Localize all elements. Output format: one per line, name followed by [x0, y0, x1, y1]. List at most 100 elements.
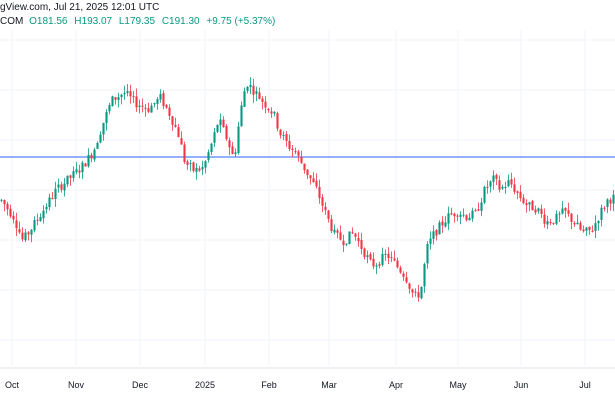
candle [384, 249, 387, 261]
candle [39, 213, 42, 222]
candle-body-down [378, 264, 381, 266]
candle [108, 102, 111, 115]
candle [24, 228, 27, 243]
candle [465, 214, 468, 222]
grid-layer [0, 30, 615, 369]
candle [144, 103, 147, 117]
candle-body-up [459, 214, 462, 217]
candle-body-up [243, 91, 246, 107]
candle [207, 149, 210, 163]
candle-body-up [444, 222, 447, 227]
candle [141, 98, 144, 113]
candle [348, 231, 351, 245]
candle [27, 231, 30, 241]
candle [273, 111, 276, 117]
candle-body-down [84, 163, 87, 167]
x-tick-label: Dec [132, 380, 149, 390]
candle [150, 103, 153, 113]
candle-body-up [153, 103, 156, 105]
candle [117, 92, 120, 108]
candle [258, 87, 261, 100]
candle-body-down [267, 108, 270, 111]
candle [570, 212, 573, 230]
candle-body-up [384, 253, 387, 255]
candle-body-down [144, 107, 147, 109]
candle [414, 288, 417, 297]
candle [438, 220, 441, 235]
candle [69, 174, 72, 186]
candle [60, 181, 63, 193]
candle [453, 212, 456, 223]
candle-body-down [360, 239, 363, 249]
candle-body-down [591, 230, 594, 232]
candle-body-up [594, 223, 597, 231]
candle-body-up [555, 213, 558, 224]
candle [9, 204, 12, 219]
candle [489, 180, 492, 193]
x-tick-label: Oct [5, 380, 20, 390]
candle [183, 141, 186, 164]
candle [546, 215, 549, 229]
candle-body-down [162, 93, 165, 106]
candle-body-down [372, 258, 375, 267]
candle-body-down [567, 210, 570, 214]
candle-body-up [96, 142, 99, 149]
candle-body-down [27, 232, 30, 235]
candle [549, 218, 552, 226]
x-tick-label: May [449, 380, 467, 390]
candle-body-up [438, 222, 441, 235]
candle [429, 231, 432, 250]
candle [66, 175, 69, 188]
candle-body-down [582, 229, 585, 232]
candle [291, 145, 294, 158]
candle [492, 170, 495, 190]
candle-body-down [177, 127, 180, 138]
candle [612, 190, 615, 212]
candle-body-up [345, 243, 348, 245]
candle [219, 113, 222, 133]
candle-body-up [87, 155, 90, 167]
candle [318, 179, 321, 204]
candle [477, 202, 480, 212]
candle [336, 228, 339, 239]
candle [63, 178, 66, 197]
candle [600, 204, 603, 227]
candle-body-down [264, 101, 267, 108]
candle-body-up [489, 181, 492, 187]
candle [261, 96, 264, 110]
candle-body-down [456, 215, 459, 217]
candle-body-up [426, 244, 429, 264]
candle-body-down [402, 273, 405, 277]
candle [411, 288, 414, 298]
candle [432, 225, 435, 245]
candle-body-up [204, 161, 207, 168]
candle-body-down [315, 180, 318, 187]
candle [507, 174, 510, 188]
candle [138, 99, 141, 114]
close-value: C191.30 [161, 16, 200, 27]
candle-body-up [246, 86, 249, 91]
candle [129, 84, 132, 104]
candle-body-down [330, 219, 333, 232]
candle-body-up [195, 167, 198, 172]
candle-body-down [9, 208, 12, 217]
candle [3, 199, 6, 212]
candle-body-up [576, 222, 579, 225]
candle-body-down [180, 138, 183, 145]
candle-body-down [297, 151, 300, 156]
candle [249, 77, 252, 95]
candle-body-up [381, 253, 384, 265]
candle-body-up [24, 232, 27, 241]
candle [504, 181, 507, 194]
candle [528, 201, 531, 212]
candle [234, 148, 237, 157]
candle [81, 160, 84, 179]
candle [606, 198, 609, 214]
candle [204, 160, 207, 174]
candle [513, 177, 516, 195]
candle [498, 175, 501, 193]
candle [282, 131, 285, 141]
candle [450, 207, 453, 216]
candle-body-up [234, 152, 237, 155]
